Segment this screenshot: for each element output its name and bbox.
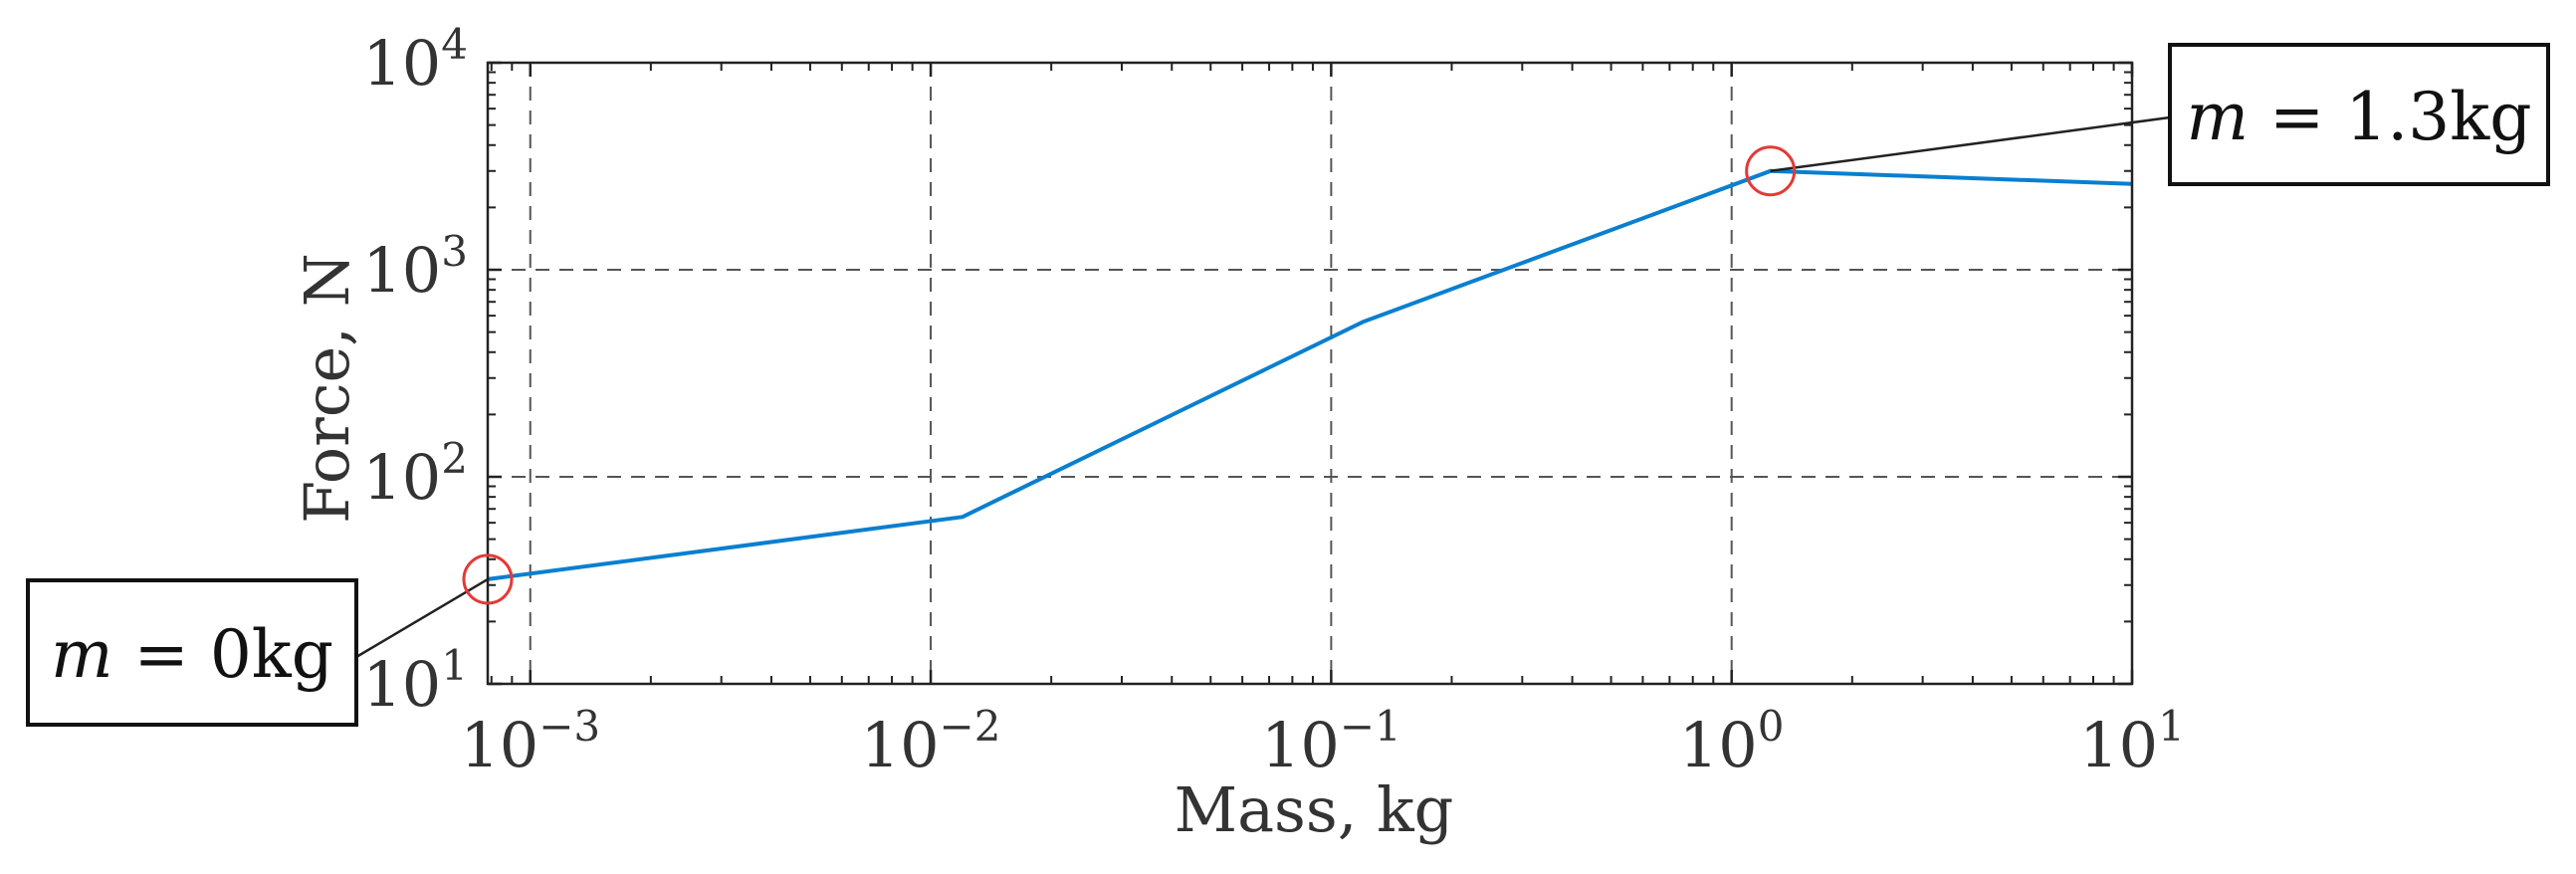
callout-label-start: m = 0kg xyxy=(51,616,333,693)
tick-labels: 10−3 10−2 10−1 100 101 101 102 103 104 xyxy=(362,20,2184,781)
y-tick-label: 101 xyxy=(362,641,468,721)
highlight-marker-start xyxy=(462,553,514,605)
callouts: m = 0kg m = 1.3kg xyxy=(26,43,2550,727)
y-tick-label: 102 xyxy=(362,434,468,514)
plot-frame xyxy=(486,61,2134,686)
callout-leader-start xyxy=(355,577,489,659)
x-tick-label: 100 xyxy=(1679,702,1785,781)
series-line-force xyxy=(487,168,2133,581)
x-tick-label: 10−3 xyxy=(460,702,600,781)
callout-leader-peak xyxy=(1770,115,2171,172)
y-axis-label: Force, N xyxy=(291,253,363,524)
x-axis-label: Mass, kg xyxy=(1175,773,1454,846)
y-tick-label: 104 xyxy=(362,20,468,100)
callout-label-peak: m = 1.3kg xyxy=(2186,79,2531,155)
y-tick-label: 103 xyxy=(362,227,468,307)
series-layer xyxy=(487,168,2133,581)
callout-box-start xyxy=(26,578,358,727)
x-tick-label: 101 xyxy=(2079,702,2185,781)
callout-box-peak xyxy=(2168,43,2550,186)
highlight-marker-peak xyxy=(1745,145,1797,197)
grid xyxy=(488,63,2132,684)
highlight-markers xyxy=(462,145,1797,605)
x-tick-label: 10−1 xyxy=(1261,702,1401,781)
x-tick-label: 10−2 xyxy=(861,702,1001,781)
minor-ticks xyxy=(488,61,2134,686)
